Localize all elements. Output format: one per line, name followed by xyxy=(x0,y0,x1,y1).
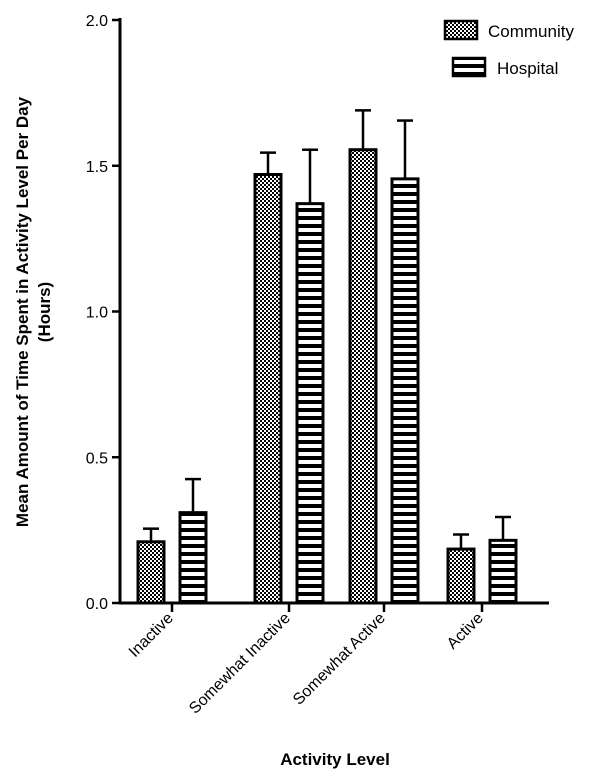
y-tick-label: 1.0 xyxy=(86,305,108,322)
bar-community xyxy=(136,540,166,605)
y-axis-title-line-1: Mean Amount of Time Spent in Activity Le… xyxy=(13,96,32,527)
legend-item-community: Community xyxy=(443,19,574,41)
x-ticks xyxy=(170,603,484,612)
legend-item-hospital: Hospital xyxy=(451,56,558,78)
legend-swatch-community xyxy=(443,19,479,41)
bar-community xyxy=(446,547,476,605)
bars xyxy=(136,148,518,605)
y-axis-title-line-2: (Hours) xyxy=(35,282,54,342)
bar-hospital xyxy=(295,202,325,605)
legend-label-community: Community xyxy=(488,22,574,41)
y-tick-label: 0.0 xyxy=(86,596,108,613)
error-bars xyxy=(143,109,511,550)
bar-community xyxy=(253,172,283,605)
x-axis-title: Activity Level xyxy=(280,750,390,769)
y-tick-label: 1.5 xyxy=(86,159,108,176)
y-tick-label: 2.0 xyxy=(86,13,108,30)
bar-hospital xyxy=(178,511,208,605)
y-ticks: 0.0 0.5 1.0 1.5 2.0 xyxy=(86,13,120,613)
legend: Community Hospital xyxy=(443,19,574,78)
category-label: Somewhat Active xyxy=(290,610,389,709)
bar-community xyxy=(348,148,378,605)
category-label: Inactive xyxy=(126,610,177,661)
legend-swatch-hospital xyxy=(451,56,487,78)
bar-hospital xyxy=(488,538,518,605)
y-tick-label: 0.5 xyxy=(86,450,108,467)
bar-hospital xyxy=(390,177,420,605)
legend-label-hospital: Hospital xyxy=(497,59,558,78)
y-axis-title: Mean Amount of Time Spent in Activity Le… xyxy=(13,96,54,527)
category-label: Active xyxy=(444,610,487,653)
category-label: Somewhat Inactive xyxy=(186,610,294,718)
